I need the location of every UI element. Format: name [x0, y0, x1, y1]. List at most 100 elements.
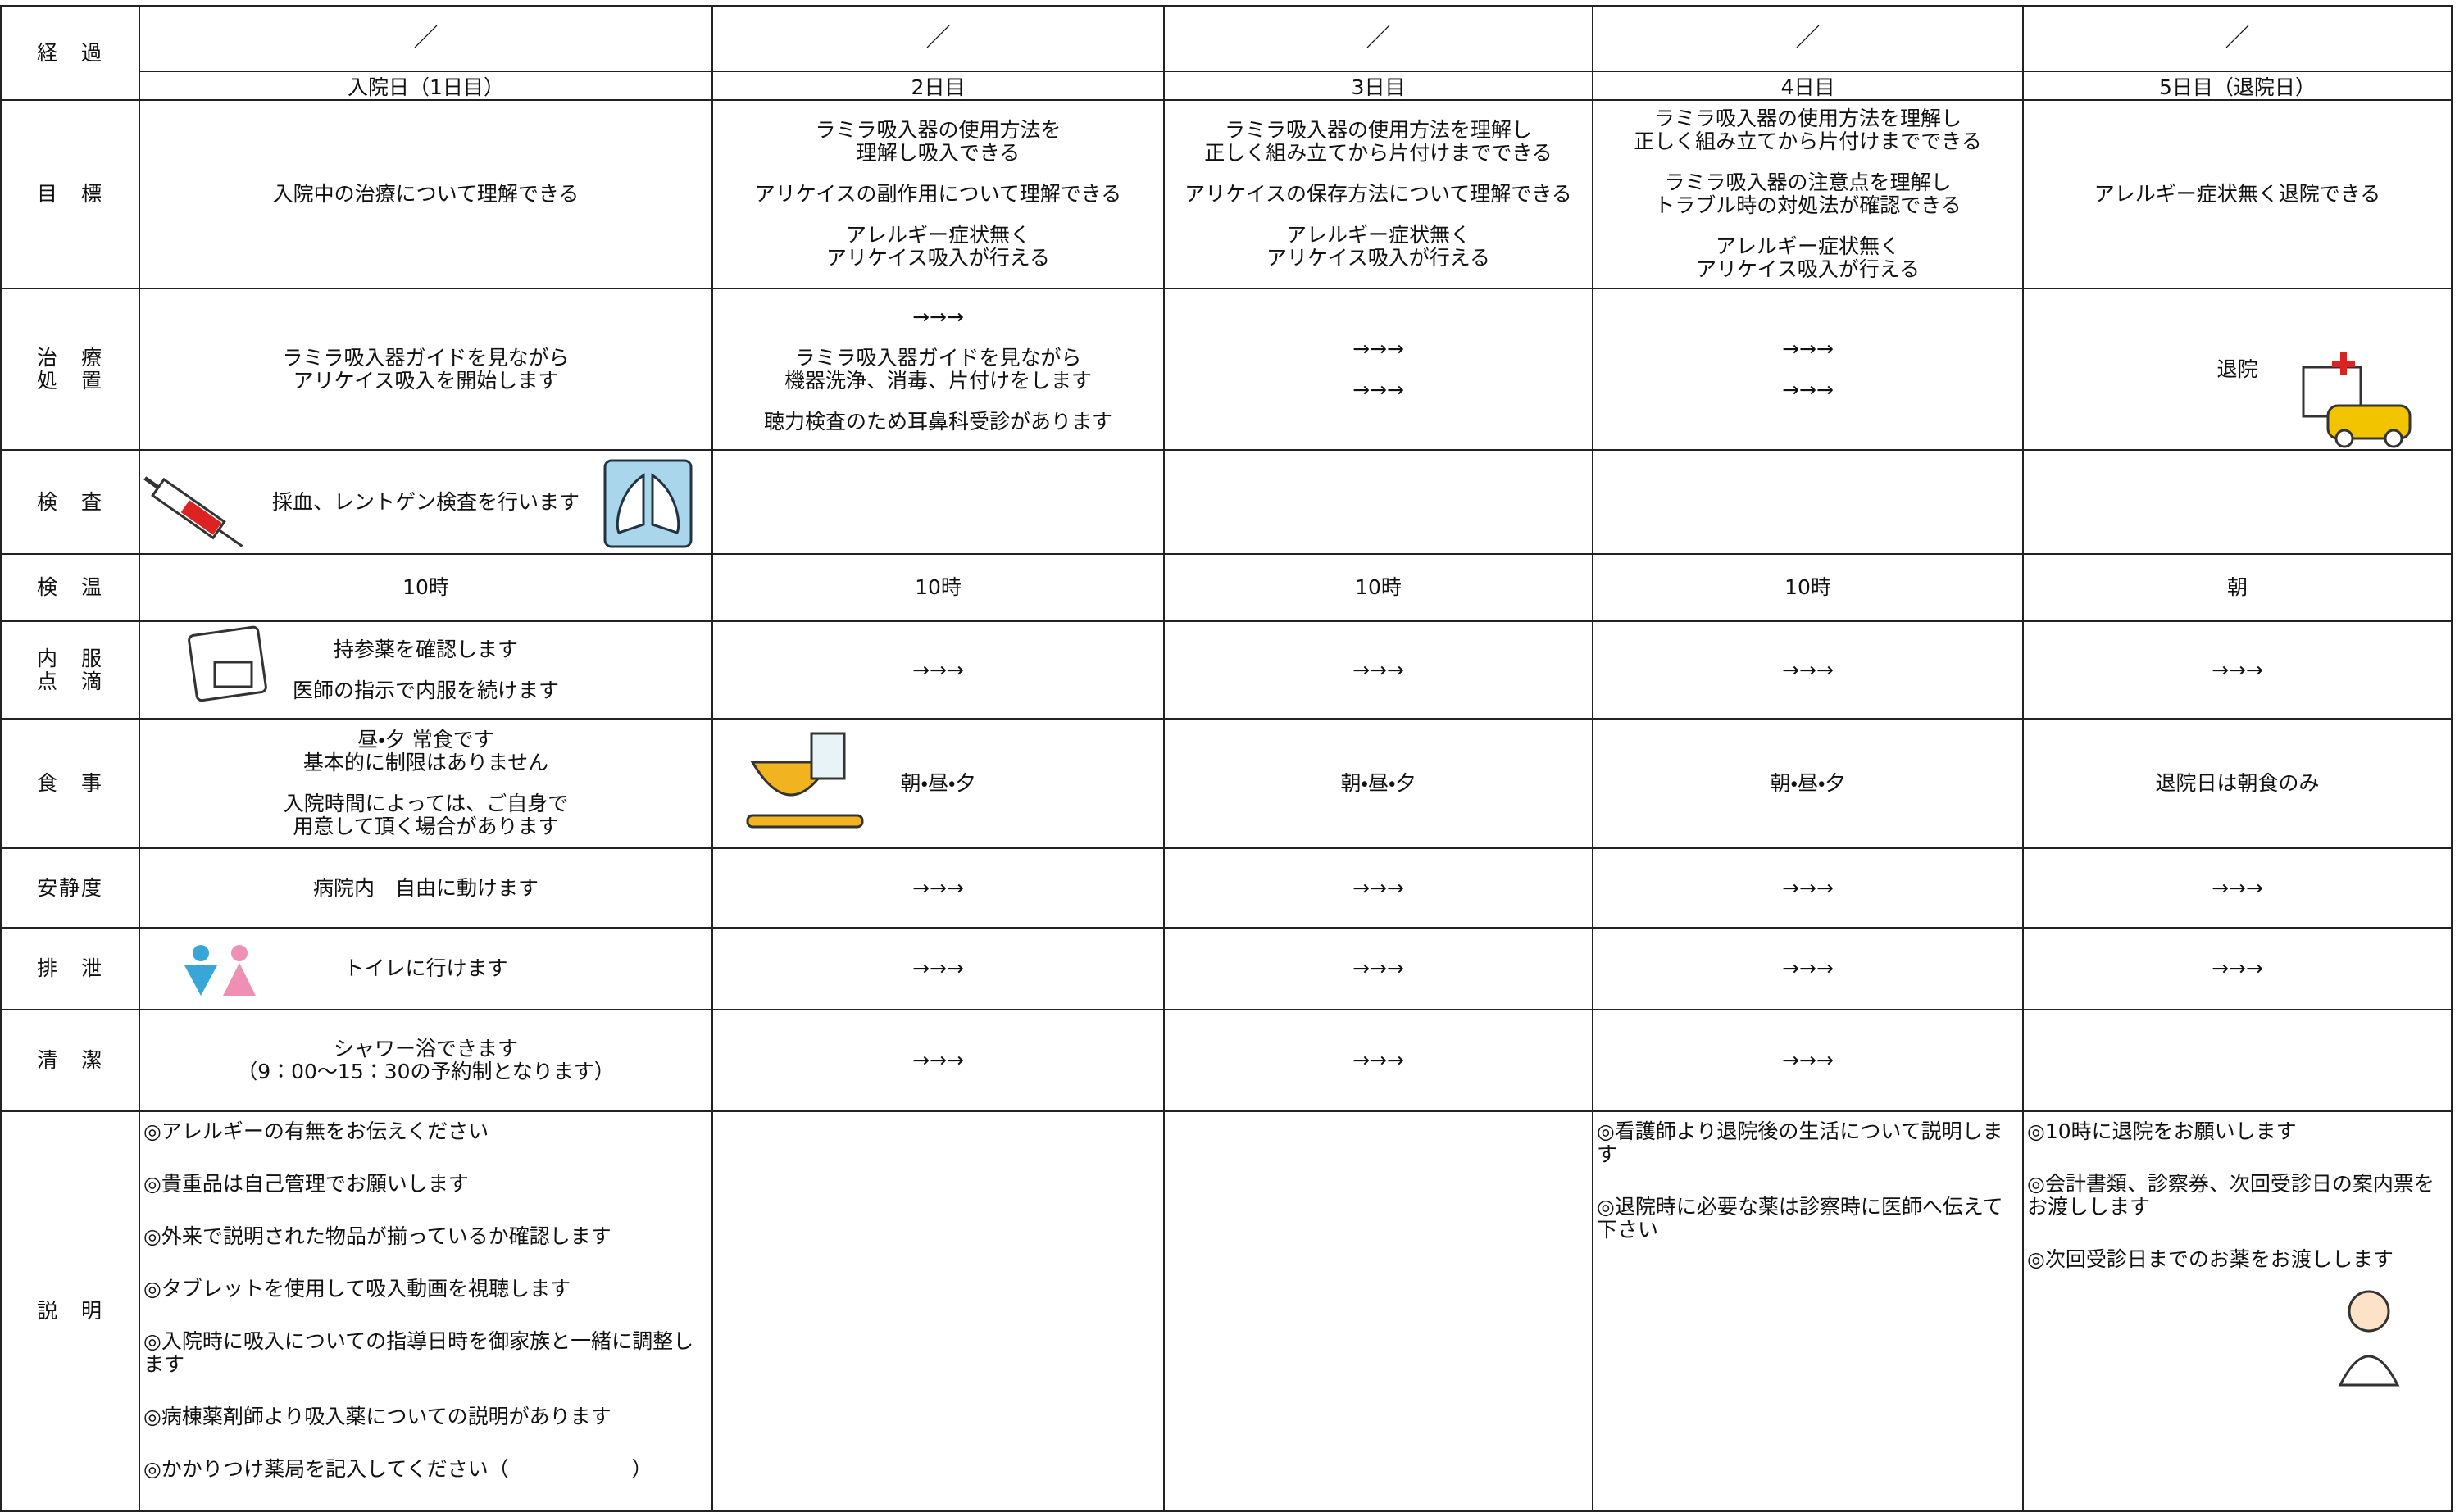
cell: 朝・昼・夕 [711, 718, 1165, 849]
cell: トイレに行けます [139, 927, 713, 1010]
cell: →→→ [1592, 927, 2024, 1010]
cell-text: ラミラ吸入器の注意点を理解し トラブル時の対処法が確認できる [1654, 170, 1962, 217]
day-cell: 入院日（1日目） [139, 70, 713, 101]
day-row: 入院日（1日目） 2日目 3日目 4日目 5日目（退院日） [1, 70, 2453, 101]
cell-text: シャワー浴できます （9：00〜15：30の予約制となります） [237, 1037, 615, 1083]
cell-text: →→→ [912, 657, 964, 682]
cell-text: →→→ [912, 304, 964, 329]
cell-text: 朝・昼・夕 [1770, 771, 1846, 795]
day-cell: 4日目 [1592, 70, 2024, 101]
cell: 10時 [1163, 553, 1593, 622]
cell-text: 昼・夕 常食です 基本的に制限はありません [302, 728, 549, 774]
cell [1163, 449, 1593, 555]
cell: シャワー浴できます （9：00〜15：30の予約制となります） [139, 1009, 713, 1112]
cell [711, 449, 1165, 555]
cell: ◎看護師より退院後の生活について説明します ◎退院時に必要な薬は診察時に医師へ伝え… [1592, 1110, 2024, 1512]
cell-text: →→→ [1352, 956, 1404, 980]
cell-text: ◎アレルギーの有無をお伝えください [143, 1119, 489, 1143]
cell-text: →→→ [1352, 336, 1404, 361]
cell-text: ◎次回受診日までのお薬をお渡しします [2027, 1247, 2394, 1271]
row-label: 安静度 [0, 847, 140, 929]
day-cell: 3日目 [1163, 70, 1593, 101]
cell-text: 朝・昼・夕 [900, 771, 976, 795]
cell-text: ◎外来で説明された物品が揃っているか確認します [143, 1224, 611, 1248]
cell-text: トイレに行けます [343, 956, 508, 980]
pathway-row: 内 服 点 滴持参薬を確認します 医師の指示で内服を続けます →→→ →→→ →→→ →→… [0, 620, 2453, 720]
cell: 退院日は朝食のみ [2022, 718, 2453, 849]
cell-text: →→→ [2212, 956, 2263, 980]
cell-text: 10時 [915, 575, 962, 599]
cell-text: 朝・昼・夕 [1340, 771, 1416, 795]
cell-text: アリケイスの副作用について理解できる [754, 182, 1122, 206]
cell-text: アレルギー症状無く アリケイス吸入が行える [825, 223, 1050, 270]
row-label: 清 潔 [0, 1009, 140, 1112]
cell-text: 病院内 自由に動けます [312, 875, 539, 900]
cell: →→→ [1163, 1009, 1593, 1112]
date-cell: ／ [2022, 5, 2453, 72]
date-cell: ／ [1163, 5, 1593, 72]
cell-text: →→→ [1352, 657, 1404, 682]
cell-text: →→→ [1782, 956, 1834, 980]
cell-text: ラミラ吸入器ガイドを見ながら アリケイス吸入を開始します [282, 345, 570, 393]
cell: 採血、レントゲン検査を行います [139, 449, 713, 555]
pathway-row: 検 査 採血、レントゲン検査を行います [0, 449, 2453, 555]
pathway-row: 清 潔 シャワー浴できます （9：00〜15：30の予約制となります） →→→ →→→… [0, 1009, 2453, 1112]
cell: →→→ [1592, 620, 2024, 720]
cell: →→→ [1592, 1009, 2024, 1112]
date-row: 経 過／／／／／ [0, 5, 2453, 101]
day-cell: 2日目 [711, 70, 1165, 101]
row-label: 目 標 [0, 99, 140, 289]
cell: ◎アレルギーの有無をお伝えください ◎貴重品は自己管理でお願いします ◎外来で説明さ… [139, 1110, 713, 1512]
cell-text: →→→ [1782, 1048, 1834, 1072]
date-cell: ／ [139, 5, 713, 72]
cell: →→→ [1163, 620, 1593, 720]
cell-text: ◎タブレットを使用して吸入動画を視聴します [143, 1277, 571, 1301]
cell-text: ラミラ吸入器の使用方法を 理解し吸入できる [815, 118, 1062, 165]
cell: →→→ ラミラ吸入器ガイドを見ながら 機器洗浄、消毒、片付けをします 聴力検査のため… [711, 288, 1165, 451]
cell-text: アレルギー症状無く アリケイス吸入が行える [1266, 223, 1490, 270]
cell: →→→ [2022, 847, 2453, 929]
cell-text: 入院中の治療について理解できる [272, 182, 580, 206]
cell-text: →→→ [2212, 875, 2263, 900]
cell-text: 医師の指示で内服を続けます [292, 678, 559, 702]
cell-text: ラミラ吸入器の使用方法を理解し 正しく組み立てから片付けまでできる [1204, 118, 1553, 165]
row-label: 検 査 [0, 449, 140, 555]
cell-text: 聴力検査のため耳鼻科受診があります [763, 409, 1112, 434]
cell: アレルギー症状無く退院できる [2022, 99, 2453, 289]
cell [1592, 449, 2024, 555]
cell: →→→ [1163, 927, 1593, 1010]
pathway-table-wrap: 経 過／／／／／入院日（1日目） 2日目 3日目 4日目 5日目（退院日）目 標入院中の… [0, 5, 2453, 1512]
cell-text: →→→ [1782, 875, 1834, 900]
day-cell: 5日目（退院日） [2022, 70, 2453, 101]
cell-text: アリケイスの保存方法について理解できる [1184, 182, 1572, 206]
cell-text: →→→ [912, 956, 964, 980]
cell [2022, 1009, 2453, 1112]
row-label: 治 療 処 置 [0, 288, 140, 451]
pathway-row: 食 事昼・夕 常食です 基本的に制限はありません 入院時間によっては、ご自身で 用… [0, 718, 2453, 849]
cell-text: 入院時間によっては、ご自身で 用意して頂く場合があります [283, 792, 569, 838]
cell-text: →→→ [912, 875, 964, 900]
cell: →→→ [1163, 847, 1593, 929]
cell: →→→ [711, 927, 1165, 1010]
cell-text: アレルギー症状無く退院できる [2093, 182, 2381, 206]
cell [711, 1110, 1165, 1512]
pathway-table: 経 過／／／／／入院日（1日目） 2日目 3日目 4日目 5日目（退院日）目 標入院中の… [0, 5, 2453, 1512]
cell-text: ◎病棟薬剤師より吸入薬についての説明があります [143, 1405, 611, 1428]
cell-text: 退院日は朝食のみ [2155, 771, 2320, 795]
cell: →→→ [2022, 620, 2453, 720]
cell-text: →→→ [1352, 1048, 1404, 1072]
cell: 10時 [139, 553, 713, 622]
row-label: 説 明 [0, 1110, 140, 1512]
cell-text: →→→ [1352, 875, 1404, 900]
date-cell: ／ [1592, 5, 2024, 72]
cell: 入院中の治療について理解できる [139, 99, 713, 289]
date-cell: ／ [711, 5, 1165, 72]
pathway-row: 目 標 入院中の治療について理解できる ラミラ吸入器の使用方法を 理解し吸入できるア… [0, 99, 2453, 289]
cell-text: ◎入院時に吸入についての指導日時を御家族と一緒に調整します [143, 1329, 694, 1376]
cell: 持参薬を確認します 医師の指示で内服を続けます [139, 620, 713, 720]
cell-text: 退院 [2216, 356, 2258, 381]
cell: →→→ →→→ [1163, 288, 1593, 451]
cell: ラミラ吸入器の使用方法を理解し 正しく組み立てから片付けまでできるアリケイスの保… [1163, 99, 1593, 289]
cell-text: →→→ [1352, 377, 1404, 402]
